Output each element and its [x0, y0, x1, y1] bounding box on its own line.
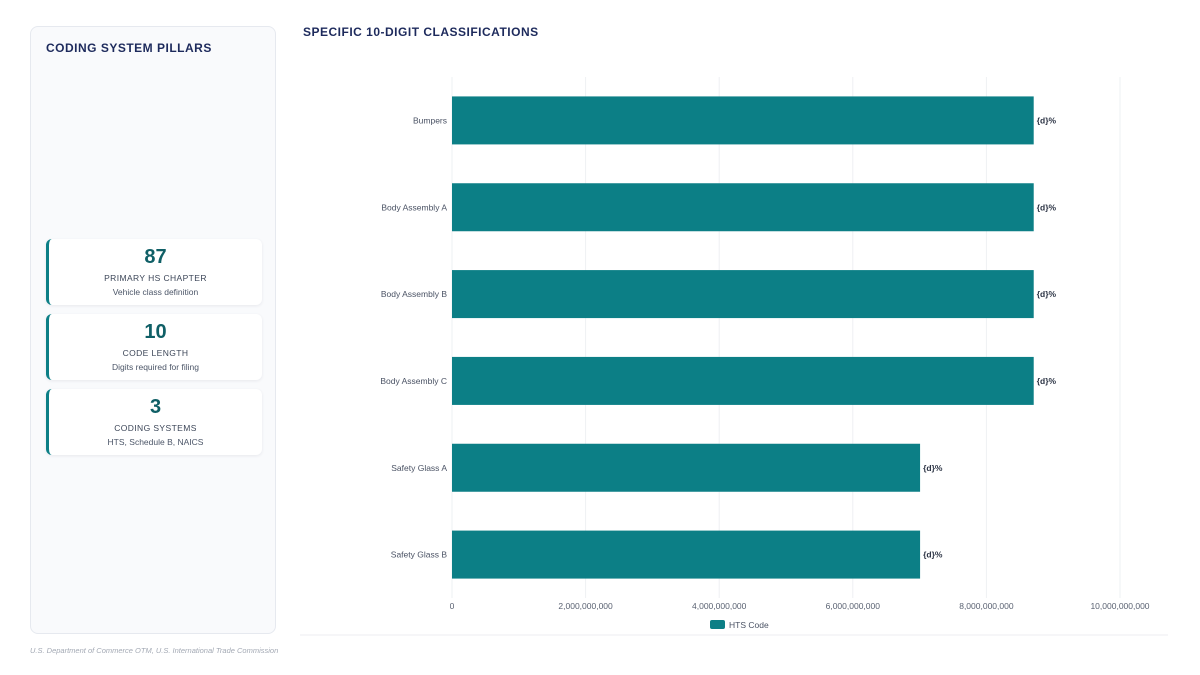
bar-safety-glass-b	[452, 530, 921, 579]
panel-title: CODING SYSTEM PILLARS	[46, 41, 212, 55]
kpi-card-code-length: 10 CODE LENGTH Digits required for filin…	[46, 314, 262, 380]
bar-data-label: {d}%	[923, 550, 943, 560]
category-label: Body Assembly A	[381, 202, 447, 212]
coding-system-pillars-panel: CODING SYSTEM PILLARS 87 PRIMARY HS CHAP…	[30, 26, 276, 634]
bar-data-label: {d}%	[1037, 289, 1057, 299]
kpi-subtitle: HTS, Schedule B, NAICS	[107, 437, 204, 447]
x-tick-label: 2,000,000,000	[558, 601, 613, 611]
source-note: U.S. Department of Commerce OTM, U.S. In…	[30, 646, 279, 655]
bar-data-label: {d}%	[1037, 376, 1057, 386]
category-label: Safety Glass A	[391, 463, 447, 473]
bar-bumpers	[452, 96, 1034, 145]
kpi-label: CODE LENGTH	[122, 348, 189, 358]
kpi-card-coding-systems: 3 CODING SYSTEMS HTS, Schedule B, NAICS	[46, 389, 262, 455]
kpi-list: 87 PRIMARY HS CHAPTER Vehicle class defi…	[46, 239, 262, 464]
bar-data-label: {d}%	[1037, 115, 1057, 125]
bar-body-assembly-c	[452, 356, 1034, 405]
bar-body-assembly-b	[452, 270, 1034, 319]
legend-label: HTS Code	[729, 620, 769, 630]
category-label: Body Assembly C	[380, 376, 447, 386]
bar-data-label: {d}%	[923, 463, 943, 473]
category-label: Safety Glass B	[391, 550, 448, 560]
bar-body-assembly-a	[452, 183, 1034, 232]
bar-safety-glass-a	[452, 443, 921, 492]
kpi-label: CODING SYSTEMS	[114, 423, 197, 433]
chart-title: SPECIFIC 10-DIGIT CLASSIFICATIONS	[303, 25, 539, 39]
kpi-subtitle: Digits required for filing	[112, 362, 199, 372]
kpi-value: 87	[144, 246, 167, 268]
kpi-value: 3	[149, 396, 162, 418]
category-label: Bumpers	[413, 115, 447, 125]
kpi-label: PRIMARY HS CHAPTER	[104, 273, 207, 283]
kpi-subtitle: Vehicle class definition	[112, 287, 199, 297]
x-tick-label: 4,000,000,000	[692, 601, 747, 611]
category-label: Body Assembly B	[381, 289, 447, 299]
x-tick-label: 10,000,000,000	[1090, 601, 1149, 611]
bar-data-label: {d}%	[1037, 202, 1057, 212]
kpi-card-hs-chapter: 87 PRIMARY HS CHAPTER Vehicle class defi…	[46, 239, 262, 305]
x-tick-label: 8,000,000,000	[959, 601, 1014, 611]
x-tick-label: 6,000,000,000	[826, 601, 881, 611]
kpi-value: 10	[144, 321, 167, 343]
legend-swatch	[710, 620, 725, 629]
x-tick-label: 0	[450, 601, 455, 611]
